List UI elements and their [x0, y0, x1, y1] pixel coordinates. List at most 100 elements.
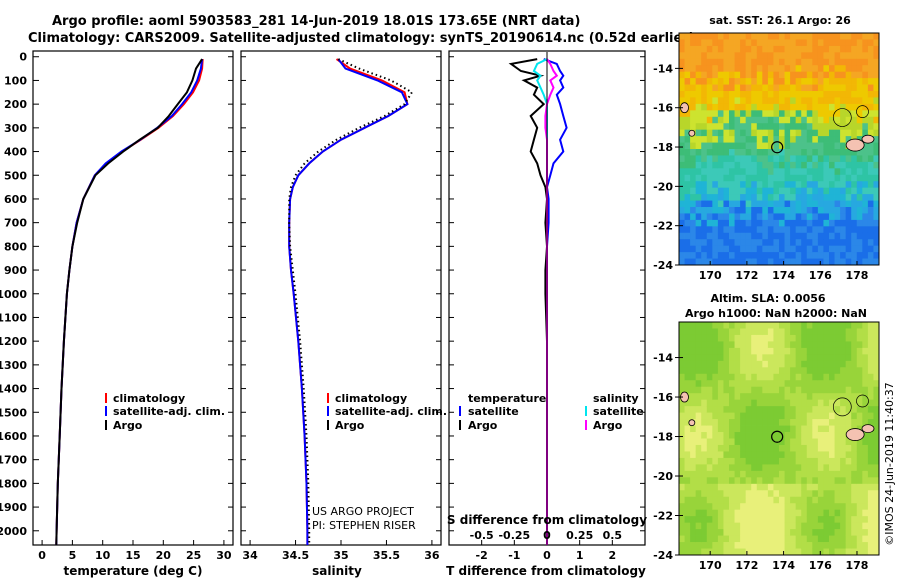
- map-cell: [840, 97, 847, 105]
- map-cell: [784, 347, 791, 355]
- map-cell: [806, 412, 813, 420]
- map-cell: [695, 529, 702, 536]
- map-cell: [729, 393, 735, 401]
- map-cell: [812, 477, 819, 485]
- map-cell: [845, 367, 852, 375]
- map-cell: [801, 136, 808, 143]
- map-cell: [829, 45, 835, 53]
- map-cell: [740, 58, 747, 66]
- map-cell: [867, 45, 874, 53]
- map-cell: [745, 161, 752, 169]
- map-cell: [695, 219, 702, 227]
- map-cell: [690, 451, 697, 459]
- map-cell: [773, 490, 780, 498]
- map-cell: [729, 328, 735, 336]
- map-cell: [867, 33, 874, 40]
- map-cell: [734, 258, 741, 266]
- map-cell: [706, 78, 713, 85]
- map-cell: [740, 194, 747, 201]
- map-cell: [723, 496, 730, 504]
- map-cell: [806, 71, 813, 79]
- map-cell: [873, 399, 880, 407]
- map-cell: [773, 419, 780, 426]
- map-cell: [740, 168, 747, 176]
- map-cell: [812, 470, 819, 478]
- map-cell: [773, 542, 780, 549]
- map-cell: [856, 39, 863, 47]
- map-cell: [773, 116, 780, 124]
- map-cell: [756, 386, 763, 394]
- map-cell: [817, 451, 824, 459]
- map-cell: [801, 33, 808, 40]
- map-cell: [840, 142, 847, 150]
- map-cell: [867, 406, 874, 414]
- map-cell: [767, 548, 774, 556]
- map-cell: [845, 341, 852, 349]
- map-cell: [873, 232, 880, 240]
- map-cell: [784, 341, 791, 349]
- map-cell: [856, 412, 863, 420]
- map-cell: [867, 258, 874, 266]
- map-cell: [706, 328, 713, 336]
- map-cell: [745, 496, 752, 504]
- map-cell: [701, 219, 708, 227]
- map-cell: [684, 239, 691, 247]
- map-cell: [717, 386, 724, 394]
- map-cell: [801, 529, 808, 536]
- map-cell: [812, 322, 819, 329]
- map-cell: [867, 149, 874, 156]
- map-cell: [773, 470, 780, 478]
- map-cell: [767, 123, 774, 131]
- map-cell: [712, 84, 719, 92]
- map-cell: [712, 142, 719, 150]
- map-cell: [851, 200, 858, 208]
- map-cell: [706, 503, 713, 511]
- map-cell: [773, 194, 780, 201]
- map-cell: [751, 386, 758, 394]
- map-cell: [684, 399, 691, 407]
- map-cell: [767, 380, 774, 388]
- map-cell: [717, 419, 724, 426]
- map-cell: [779, 200, 785, 208]
- map-cell: [723, 116, 730, 124]
- map-cell: [701, 451, 708, 459]
- map-cell: [840, 91, 847, 98]
- map-lat-tick-label: -24: [653, 259, 673, 272]
- map-cell: [851, 367, 858, 375]
- map-cell: [817, 438, 824, 446]
- map-cell: [784, 529, 791, 536]
- map-cell: [845, 136, 852, 143]
- map-cell: [851, 219, 858, 227]
- map-lon-tick-label: 172: [735, 269, 758, 282]
- argo-position-marker: [771, 430, 784, 443]
- map-cell: [712, 219, 719, 227]
- map-cell: [801, 399, 808, 407]
- map-cell: [717, 168, 724, 176]
- map-cell: [845, 386, 852, 394]
- map-cell: [784, 58, 791, 66]
- map-cell: [790, 399, 797, 407]
- depth-tick-label: 1500: [0, 406, 27, 419]
- map-cell: [751, 181, 758, 189]
- map-cell: [801, 354, 808, 362]
- map-cell: [712, 529, 719, 536]
- map-cell: [817, 168, 824, 176]
- map-cell: [806, 245, 813, 253]
- map-cell: [851, 328, 858, 336]
- map-cell: [706, 155, 713, 163]
- map-cell: [723, 509, 730, 517]
- map-cell: [845, 52, 852, 60]
- temperature-xlabel: temperature (deg C): [64, 564, 203, 578]
- map-cell: [867, 213, 874, 221]
- map-cell: [717, 84, 724, 92]
- map-cell: [734, 194, 741, 201]
- map-cell: [712, 252, 719, 259]
- map-cell: [856, 516, 863, 524]
- map-cell: [806, 252, 813, 259]
- map-cell: [873, 367, 880, 375]
- map-cell: [695, 71, 702, 79]
- map-cell: [767, 33, 774, 40]
- map-cell: [795, 194, 802, 201]
- map-cell: [840, 464, 847, 472]
- map-cell: [834, 470, 841, 478]
